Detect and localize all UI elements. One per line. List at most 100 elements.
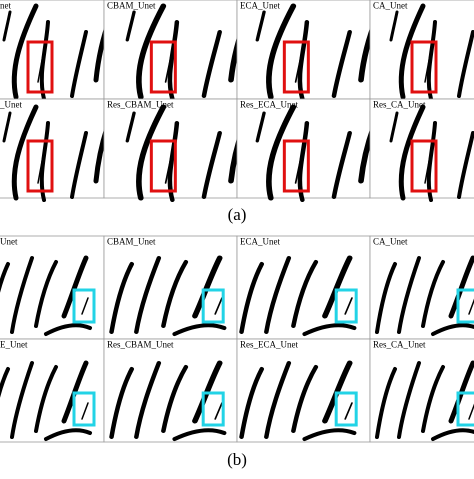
vessel-stroke — [424, 155, 431, 184]
vessel-stroke — [294, 54, 303, 83]
caption-b: (b) — [227, 450, 247, 469]
vessel-stroke — [468, 403, 474, 420]
vessel-stroke — [61, 360, 89, 424]
vessel-stroke — [302, 428, 357, 441]
vessel-stroke — [302, 323, 357, 336]
vessel-stroke — [109, 262, 135, 334]
vessel-stroke — [136, 104, 167, 201]
cell-label: CA_Unet — [373, 0, 408, 10]
vessel-stroke — [344, 402, 353, 420]
highlight-box — [149, 139, 177, 193]
vessel-stroke — [81, 402, 89, 420]
vessel-stroke — [331, 30, 352, 98]
cell-label: CBAM_Unet — [107, 236, 156, 246]
result-cell: Res_ECA_Unet — [236, 338, 371, 443]
cell-label: ECA_Unet — [240, 0, 280, 10]
result-cell: CBAM_Unet — [103, 0, 250, 101]
vessel-stroke — [297, 121, 310, 202]
vessel-stroke — [421, 365, 445, 433]
vessel-stroke — [397, 256, 421, 334]
vessel-stroke — [201, 30, 222, 98]
vessel-stroke — [10, 256, 34, 334]
vessel-stroke — [134, 256, 162, 334]
cell-frame — [369, 0, 474, 100]
cell-label: E_Unet — [0, 339, 28, 349]
result-cell: Res_CA_Unet — [369, 98, 474, 202]
cell-label: net — [0, 0, 11, 10]
highlight-box — [26, 40, 54, 94]
vessel-stroke — [70, 30, 88, 98]
highlight-box — [149, 40, 177, 94]
cell-frame — [0, 235, 105, 340]
vessel-stroke — [172, 428, 227, 441]
vessel-stroke — [214, 297, 223, 315]
cell-label: ECA_Unet — [240, 236, 280, 246]
vessel-stroke — [201, 131, 222, 199]
vessel-stroke — [214, 402, 223, 420]
vessel-stroke — [239, 262, 265, 334]
vessel-stroke — [134, 361, 162, 439]
vessel-stroke — [322, 255, 353, 319]
vessel-stroke — [448, 360, 474, 424]
highlight-box — [282, 139, 310, 193]
vessel-stroke — [255, 10, 266, 42]
vessel-stroke — [255, 111, 266, 143]
vessel-stroke — [34, 365, 58, 433]
result-cell: CA_Unet — [369, 235, 474, 340]
vessel-stroke — [192, 360, 223, 424]
vessel-stroke — [44, 323, 92, 336]
vessel-stroke — [109, 367, 135, 439]
vessel-stroke — [291, 260, 319, 328]
vessel-stroke — [468, 298, 474, 315]
vessel-stroke — [398, 3, 426, 100]
vessel-stroke — [375, 262, 397, 334]
highlight-box — [282, 40, 310, 94]
vessel-stroke — [125, 111, 136, 143]
result-cell: Unet — [0, 235, 105, 340]
highlight-box — [410, 139, 438, 193]
vessel-stroke — [172, 323, 227, 336]
vessel-stroke — [161, 260, 189, 328]
vessel-stroke — [61, 255, 89, 319]
vessel-stroke — [264, 361, 292, 439]
result-cell: Res_CA_Unet — [369, 338, 474, 443]
highlight-box — [334, 288, 358, 324]
cell-label: CBAM_Unet — [107, 0, 156, 10]
vessel-stroke — [291, 365, 319, 433]
vessel-stroke — [431, 428, 474, 441]
vessel-stroke — [192, 255, 223, 319]
highlight-box — [72, 391, 96, 427]
vessel-stroke — [389, 10, 399, 42]
result-cell: CBAM_Unet — [103, 235, 238, 340]
highlight-box — [201, 288, 225, 324]
highlight-box — [456, 288, 474, 324]
vessel-stroke — [375, 367, 397, 439]
highlight-box — [410, 40, 438, 94]
cell-label: Res_ECA_Unet — [240, 339, 298, 349]
vessel-stroke — [2, 10, 12, 42]
highlight-box — [26, 139, 54, 193]
vessel-stroke — [266, 3, 297, 100]
result-cell: Res_CBAM_Unet — [103, 338, 238, 443]
cell-label: Res_CBAM_Unet — [107, 99, 174, 109]
result-cell: ECA_Unet — [236, 0, 380, 101]
vessel-stroke — [457, 131, 474, 199]
result-cell: E_Unet — [0, 338, 105, 443]
vessel-stroke — [136, 3, 167, 100]
vessel-stroke — [0, 262, 10, 294]
result-cell: CA_Unet — [369, 0, 474, 101]
vessel-stroke — [448, 255, 474, 319]
vessel-stroke — [2, 111, 12, 143]
vessel-stroke — [0, 367, 10, 399]
cell-label: Res_CBAM_Unet — [107, 339, 174, 349]
vessel-stroke — [424, 54, 431, 83]
vessel-stroke — [11, 3, 39, 100]
vessel-stroke — [426, 121, 437, 202]
vessel-stroke — [161, 365, 189, 433]
vessel-stroke — [10, 361, 34, 439]
cell-label: Res_ECA_Unet — [240, 99, 298, 109]
vessel-stroke — [264, 256, 292, 334]
vessel-stroke — [421, 260, 445, 328]
vessel-stroke — [34, 260, 58, 328]
